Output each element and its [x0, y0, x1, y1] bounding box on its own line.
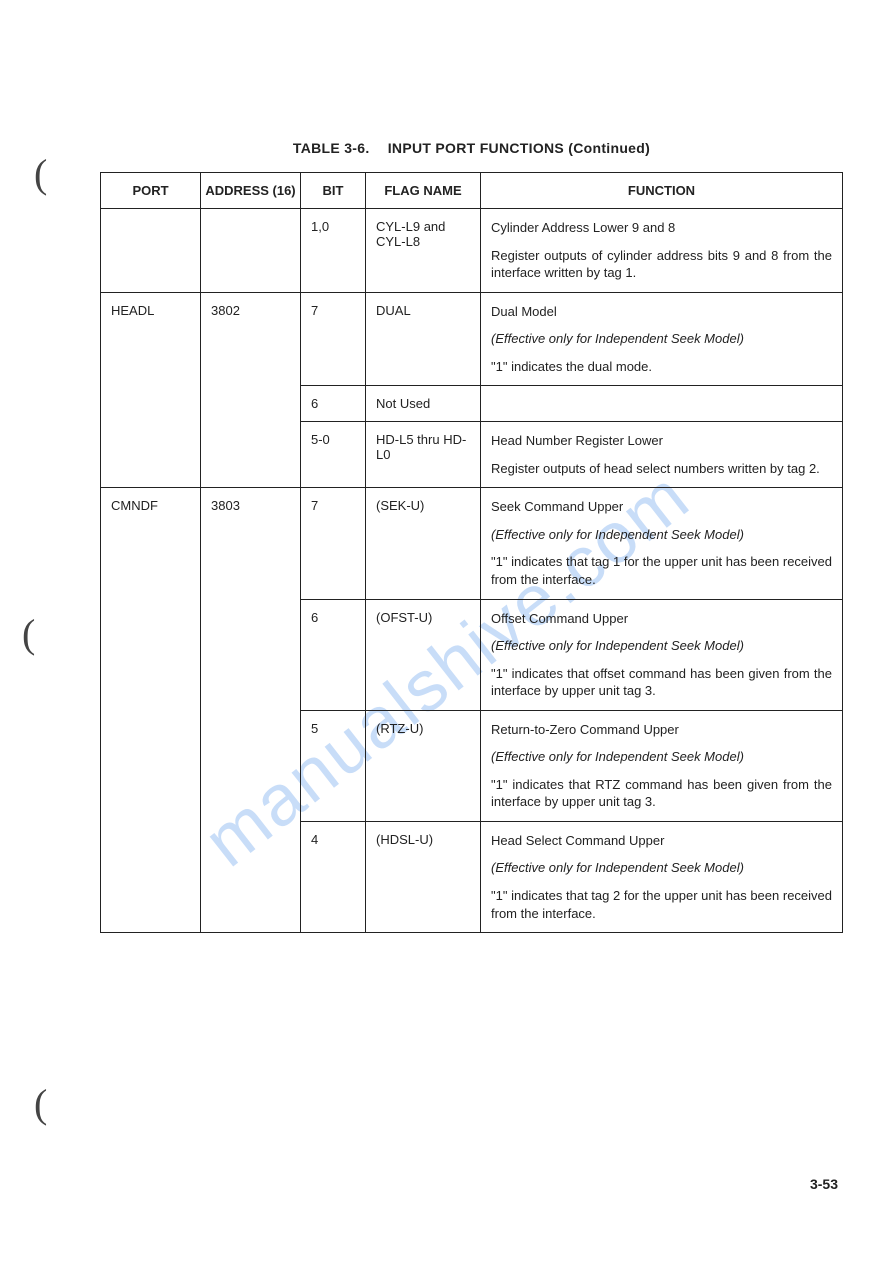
function-paragraph: "1" indicates that tag 2 for the upper u… [491, 887, 832, 922]
function-paragraph: Register outputs of cylinder address bit… [491, 247, 832, 282]
cell-function [481, 386, 843, 422]
cell-address [201, 209, 301, 293]
cell-bit: 5 [301, 710, 366, 821]
col-header-port: PORT [101, 173, 201, 209]
function-paragraph: Register outputs of head select numbers … [491, 460, 832, 478]
cell-function: Return-to-Zero Command Upper (Effective o… [481, 710, 843, 821]
function-paragraph: Seek Command Upper [491, 498, 832, 516]
table-row: CMNDF38037(SEK-U)Seek Command Upper(Effe… [101, 488, 843, 599]
function-paragraph: Dual Model [491, 303, 832, 321]
function-paragraph: Return-to-Zero Command Upper [491, 721, 832, 739]
table-number: TABLE 3-6. [293, 140, 370, 156]
col-header-function: FUNCTION [481, 173, 843, 209]
cell-flag-name: Not Used [366, 386, 481, 422]
page-number: 3-53 [810, 1176, 838, 1192]
port-function-table: PORT ADDRESS (16) BIT FLAG NAME FUNCTION… [100, 172, 843, 933]
function-paragraph: Head Select Command Upper [491, 832, 832, 850]
cell-function: Head Select Command Upper (Effective only… [481, 821, 843, 932]
table-title-text: INPUT PORT FUNCTIONS (Continued) [388, 140, 650, 156]
function-paragraph: (Effective only for Independent Seek Mod… [491, 330, 832, 348]
table-body: 1,0CYL-L9 and CYL-L8Cylinder Address Low… [101, 209, 843, 933]
cell-flag-name: (SEK-U) [366, 488, 481, 599]
function-paragraph: (Effective only for Independent Seek Mod… [491, 526, 832, 544]
page-content: TABLE 3-6. INPUT PORT FUNCTIONS (Continu… [0, 0, 893, 1262]
function-paragraph: "1" indicates that tag 1 for the upper u… [491, 553, 832, 588]
cell-function: Dual Model (Effective only for Independen… [481, 292, 843, 386]
cell-function: Seek Command Upper (Effective only for In… [481, 488, 843, 599]
cell-address: 3802 [201, 292, 301, 488]
cell-flag-name: (OFST-U) [366, 599, 481, 710]
table-header-row: PORT ADDRESS (16) BIT FLAG NAME FUNCTION [101, 173, 843, 209]
cell-bit: 5-0 [301, 422, 366, 488]
function-paragraph: Offset Command Upper [491, 610, 832, 628]
cell-bit: 7 [301, 292, 366, 386]
function-paragraph: Cylinder Address Lower 9 and 8 [491, 219, 832, 237]
function-paragraph: (Effective only for Independent Seek Mod… [491, 748, 832, 766]
function-paragraph: Head Number Register Lower [491, 432, 832, 450]
col-header-address: ADDRESS (16) [201, 173, 301, 209]
table-caption: TABLE 3-6. INPUT PORT FUNCTIONS (Continu… [100, 140, 843, 156]
cell-bit: 6 [301, 599, 366, 710]
table-row: 1,0CYL-L9 and CYL-L8Cylinder Address Low… [101, 209, 843, 293]
cell-port [101, 209, 201, 293]
function-paragraph: "1" indicates that offset command has be… [491, 665, 832, 700]
cell-bit: 4 [301, 821, 366, 932]
cell-function: Offset Command Upper (Effective only for … [481, 599, 843, 710]
cell-flag-name: (HDSL-U) [366, 821, 481, 932]
cell-function: Head Number Register Lower Register outpu… [481, 422, 843, 488]
cell-bit: 7 [301, 488, 366, 599]
cell-address: 3803 [201, 488, 301, 933]
cell-flag-name: (RTZ-U) [366, 710, 481, 821]
function-paragraph: "1" indicates that RTZ command has been … [491, 776, 832, 811]
cell-flag-name: HD-L5 thru HD-L0 [366, 422, 481, 488]
cell-bit: 1,0 [301, 209, 366, 293]
col-header-bit: BIT [301, 173, 366, 209]
table-row: HEADL38027DUALDual Model(Effective only … [101, 292, 843, 386]
function-paragraph: "1" indicates the dual mode. [491, 358, 832, 376]
cell-bit: 6 [301, 386, 366, 422]
function-paragraph: (Effective only for Independent Seek Mod… [491, 859, 832, 877]
cell-function: Cylinder Address Lower 9 and 8 Register o… [481, 209, 843, 293]
col-header-flag: FLAG NAME [366, 173, 481, 209]
cell-flag-name: DUAL [366, 292, 481, 386]
function-paragraph: (Effective only for Independent Seek Mod… [491, 637, 832, 655]
cell-flag-name: CYL-L9 and CYL-L8 [366, 209, 481, 293]
cell-port: CMNDF [101, 488, 201, 933]
cell-port: HEADL [101, 292, 201, 488]
